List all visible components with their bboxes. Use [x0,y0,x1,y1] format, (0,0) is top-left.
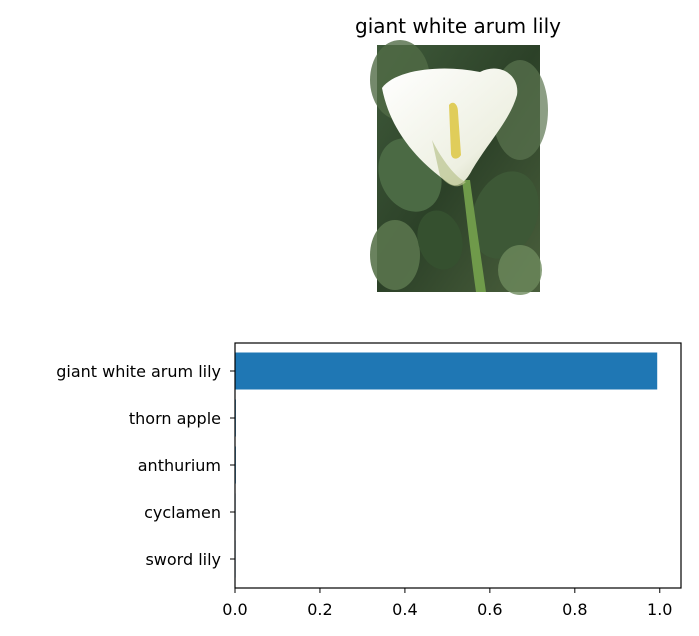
x-tick-label-3: 0.6 [477,600,502,619]
image-title: giant white arum lily [355,14,561,38]
y-tick-label-1: thorn apple [129,409,221,428]
x-tick-label-2: 0.4 [392,600,417,619]
plot-frame [234,342,682,589]
flower-photo [370,40,548,295]
x-tick-label-4: 0.8 [562,600,587,619]
x-tick-label-0: 0.0 [222,600,247,619]
y-tick-label-4: sword lily [145,550,221,569]
x-tick-label-5: 1.0 [647,600,672,619]
y-tick-label-0: giant white arum lily [56,362,221,381]
bar-chart: giant white arum lily thorn apple anthuriu… [56,342,682,619]
y-tick-label-2: anthurium [138,456,221,475]
bar-0 [235,352,658,390]
y-tick-label-3: cyclamen [144,503,221,522]
x-tick-label-1: 0.2 [307,600,332,619]
